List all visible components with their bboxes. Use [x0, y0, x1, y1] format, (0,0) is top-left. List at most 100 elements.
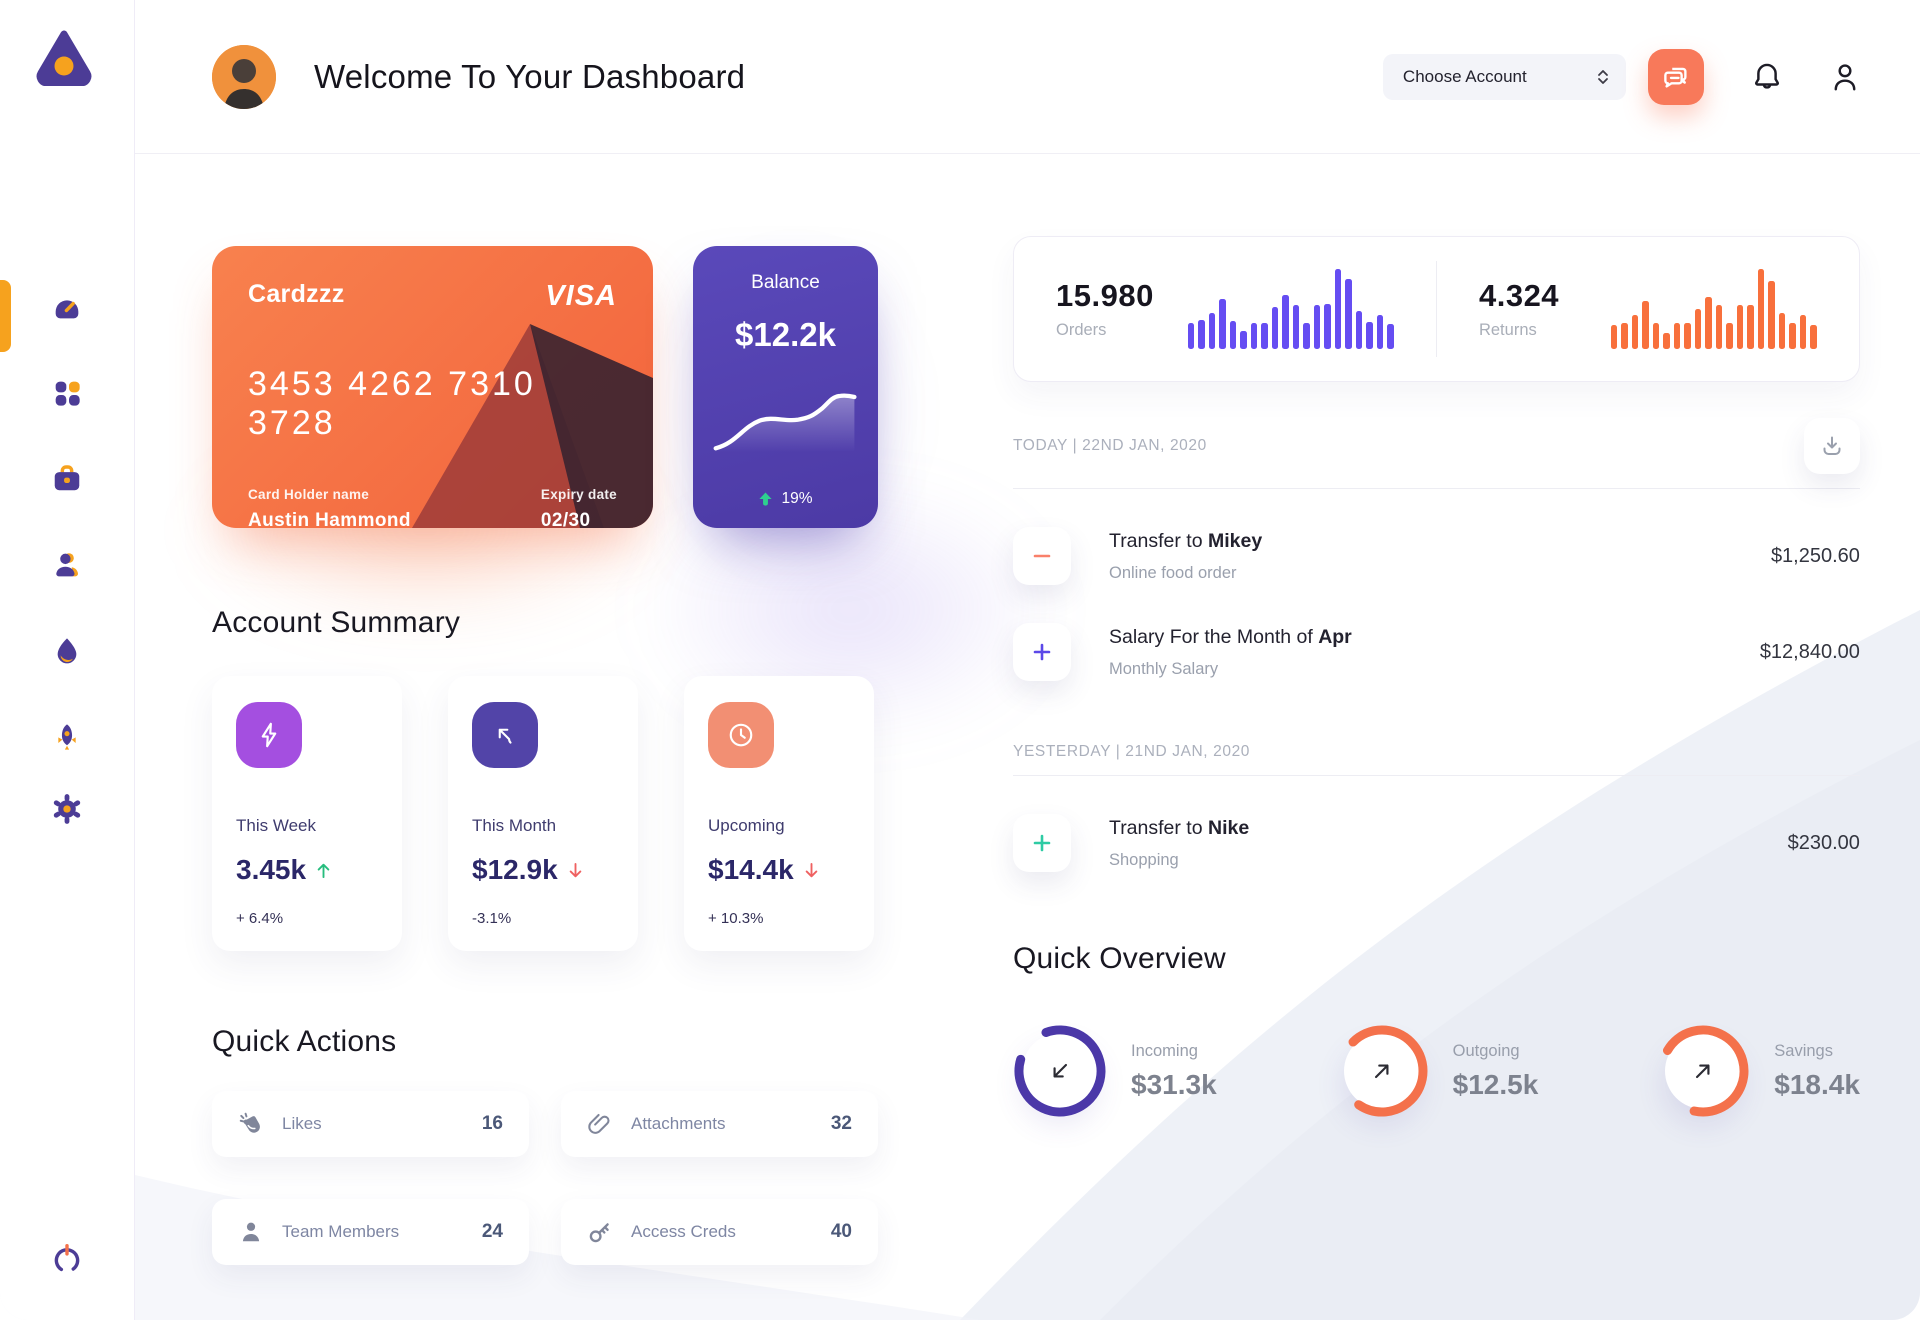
card-number: 3453 4262 7310 3728	[248, 365, 536, 442]
tx-date-header: YESTERDAY | 21ND JAN, 2020	[1013, 743, 1251, 760]
bar	[1366, 321, 1373, 349]
profile-button[interactable]	[1830, 61, 1860, 93]
bar	[1799, 315, 1807, 349]
bar	[1810, 325, 1817, 349]
bar	[1282, 294, 1289, 349]
bar	[1757, 269, 1765, 349]
bar	[1250, 322, 1258, 349]
avatar-photo	[212, 44, 276, 109]
quick-overview-row: Incoming $31.3k	[1013, 1024, 1860, 1118]
action-team-members[interactable]: Team Members 24	[212, 1199, 529, 1265]
choose-account-label: Choose Account	[1402, 66, 1527, 86]
summary-card-this-month[interactable]: This Month $12.9k -3.1%	[448, 676, 638, 951]
sidebar-nav	[0, 284, 134, 832]
balance-card[interactable]: Balance $12.2k	[693, 246, 878, 528]
power-icon	[54, 1243, 80, 1273]
person-icon	[242, 1222, 260, 1242]
overview-value: $12.5k	[1452, 1068, 1539, 1100]
sidebar-item-team[interactable]	[0, 542, 134, 588]
bar	[1610, 325, 1618, 349]
grid-icon	[55, 381, 80, 406]
summary-value: $14.4k	[708, 854, 794, 885]
bar	[1684, 322, 1691, 349]
choose-account-select[interactable]: Choose Account	[1382, 53, 1626, 100]
key-icon	[589, 1223, 609, 1243]
incoming-ring-chart	[1013, 1024, 1107, 1118]
sidebar-item-work[interactable]	[0, 456, 134, 502]
right-column: 15.980 Orders 4.324 Returns	[1013, 154, 1860, 1265]
trend-up-icon	[759, 492, 773, 506]
sidebar-item-dashboard[interactable]	[0, 284, 134, 330]
overview-outgoing[interactable]: Outgoing $12.5k	[1335, 1024, 1539, 1118]
orders-value: 15.980	[1056, 278, 1154, 313]
tx-row-nike[interactable]: Transfer to Nike Shopping $230.00	[1013, 814, 1860, 872]
notifications-button[interactable]	[1752, 61, 1782, 93]
bolt-icon-badge	[236, 702, 302, 768]
tx-divider	[1013, 775, 1860, 776]
orders-bar-chart	[1187, 269, 1394, 349]
bar	[1387, 324, 1394, 349]
chevron-up-down-icon	[1598, 69, 1608, 84]
tx-subtitle: Monthly Salary	[1109, 659, 1219, 678]
card-name: Cardzzz	[248, 280, 345, 308]
bar	[1673, 322, 1681, 349]
card-holder-name: Austin Hammond	[248, 510, 411, 528]
bar	[1715, 305, 1723, 349]
messages-button[interactable]	[1647, 48, 1704, 105]
logout-button[interactable]	[0, 1242, 134, 1276]
tx-row-salary[interactable]: Salary For the Month of Apr Monthly Sala…	[1013, 623, 1860, 681]
sidebar-item-launch[interactable]	[0, 714, 134, 760]
page-title: Welcome To Your Dashboard	[314, 57, 746, 95]
bar	[1198, 320, 1205, 349]
bar	[1726, 323, 1733, 349]
summary-card-this-week[interactable]: This Week 3.45k + 6.4%	[212, 676, 402, 951]
bar	[1621, 322, 1628, 349]
overview-label: Savings	[1774, 1041, 1833, 1060]
card-holder-label: Card Holder name	[248, 487, 370, 502]
overview-savings[interactable]: Savings $18.4k	[1656, 1024, 1860, 1118]
sidebar-item-settings[interactable]	[0, 786, 134, 832]
card-expiry-value: 02/30	[540, 510, 591, 528]
overview-incoming[interactable]: Incoming $31.3k	[1013, 1024, 1217, 1118]
sidebar-item-activity[interactable]	[0, 628, 134, 674]
avatar[interactable]	[212, 44, 276, 109]
app-logo[interactable]	[32, 26, 96, 87]
bar	[1313, 305, 1321, 349]
triangle-logo-icon	[36, 30, 92, 87]
tx-plus-badge	[1013, 623, 1071, 681]
plus-icon	[1033, 834, 1051, 852]
action-attachments[interactable]: Attachments 32	[561, 1091, 878, 1157]
download-button[interactable]	[1803, 418, 1860, 474]
orders-returns-card: 15.980 Orders 4.324 Returns	[1013, 236, 1860, 382]
action-likes[interactable]: Likes 16	[212, 1091, 529, 1157]
arrow-up-left-icon	[498, 728, 512, 744]
user-profile-icon	[1834, 63, 1856, 91]
action-access-creds[interactable]: Access Creds 40	[561, 1199, 878, 1265]
credit-card-art	[412, 324, 653, 528]
balance-change-value: 19%	[781, 490, 813, 507]
account-summary-cards: This Week 3.45k + 6.4%	[212, 676, 878, 951]
bar	[1187, 322, 1195, 349]
action-count: 40	[830, 1221, 852, 1242]
clap-icon	[239, 1112, 260, 1133]
balance-label: Balance	[751, 272, 820, 293]
action-label: Attachments	[631, 1114, 726, 1133]
overview-label: Incoming	[1131, 1041, 1198, 1060]
minus-icon	[1033, 554, 1051, 558]
credit-card[interactable]: Cardzzz VISA 3453 4262 7310 3728 Card Ho…	[212, 246, 653, 528]
bar	[1778, 313, 1786, 349]
bar	[1747, 305, 1754, 349]
bar	[1240, 331, 1247, 349]
tx-row-mikey[interactable]: Transfer to Mikey Online food order $1,2…	[1013, 527, 1860, 585]
returns-value: 4.324	[1478, 278, 1560, 313]
summary-card-upcoming[interactable]: Upcoming $14.4k + 10.3%	[684, 676, 874, 951]
arrow-down-icon	[569, 862, 581, 877]
sidebar-item-apps[interactable]	[0, 370, 134, 416]
paperclip-icon	[588, 1113, 610, 1134]
bar	[1663, 333, 1670, 349]
tx-plus-badge	[1013, 814, 1071, 872]
bar	[1303, 323, 1310, 349]
action-label: Access Creds	[631, 1222, 736, 1241]
user-icon	[56, 553, 78, 577]
